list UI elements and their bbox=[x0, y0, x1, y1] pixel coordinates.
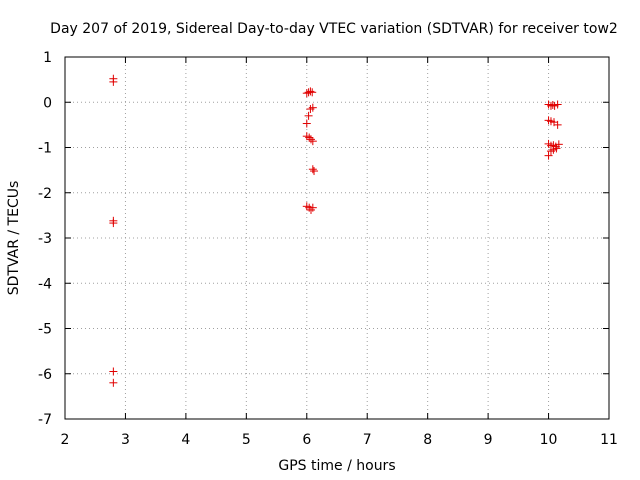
data-point bbox=[308, 103, 317, 112]
data-point bbox=[109, 219, 118, 228]
y-tick-label: -1 bbox=[38, 141, 52, 157]
data-point bbox=[552, 144, 561, 153]
x-axis-label: GPS time / hours bbox=[278, 458, 395, 474]
y-tick-label: -7 bbox=[38, 412, 52, 428]
grid-lines bbox=[65, 57, 609, 419]
data-point bbox=[308, 88, 317, 97]
y-tick-label: 1 bbox=[43, 50, 52, 66]
data-point bbox=[302, 89, 311, 98]
data-point bbox=[307, 205, 316, 214]
data-point bbox=[302, 119, 311, 128]
data-point bbox=[109, 378, 118, 387]
x-tick-label: 4 bbox=[181, 432, 190, 448]
data-point bbox=[310, 167, 319, 176]
y-tick-label: -2 bbox=[38, 186, 52, 202]
x-tick-label: 9 bbox=[484, 432, 493, 448]
data-point bbox=[305, 133, 314, 142]
data-point bbox=[109, 77, 118, 86]
plot-frame bbox=[64, 56, 610, 420]
data-points bbox=[109, 74, 563, 387]
y-tick-label: -3 bbox=[38, 231, 52, 247]
data-point bbox=[308, 165, 317, 174]
x-tick-label: 10 bbox=[540, 432, 558, 448]
y-tick-label: 0 bbox=[43, 95, 52, 111]
y-tick-label: -6 bbox=[38, 367, 52, 383]
data-point bbox=[308, 203, 317, 212]
x-tick-label: 8 bbox=[423, 432, 432, 448]
data-point bbox=[554, 140, 563, 149]
data-point bbox=[306, 87, 315, 96]
y-axis-label: SDTVAR / TECUs bbox=[6, 181, 22, 296]
data-point bbox=[307, 135, 316, 144]
data-point bbox=[544, 151, 553, 160]
x-tick-label: 2 bbox=[61, 432, 70, 448]
data-point bbox=[308, 137, 317, 146]
x-tick-label: 6 bbox=[302, 432, 311, 448]
data-point bbox=[553, 120, 562, 129]
y-tick-label: -5 bbox=[38, 322, 52, 338]
x-tick-label: 5 bbox=[242, 432, 251, 448]
data-point bbox=[553, 100, 562, 109]
chart-title: Day 207 of 2019, Sidereal Day-to-day VTE… bbox=[50, 21, 618, 37]
data-point bbox=[304, 111, 313, 120]
data-point bbox=[109, 367, 118, 376]
y-tick-label: -4 bbox=[38, 276, 52, 292]
x-tick-label: 11 bbox=[600, 432, 618, 448]
x-tick-label: 3 bbox=[121, 432, 130, 448]
x-tick-label: 7 bbox=[363, 432, 372, 448]
